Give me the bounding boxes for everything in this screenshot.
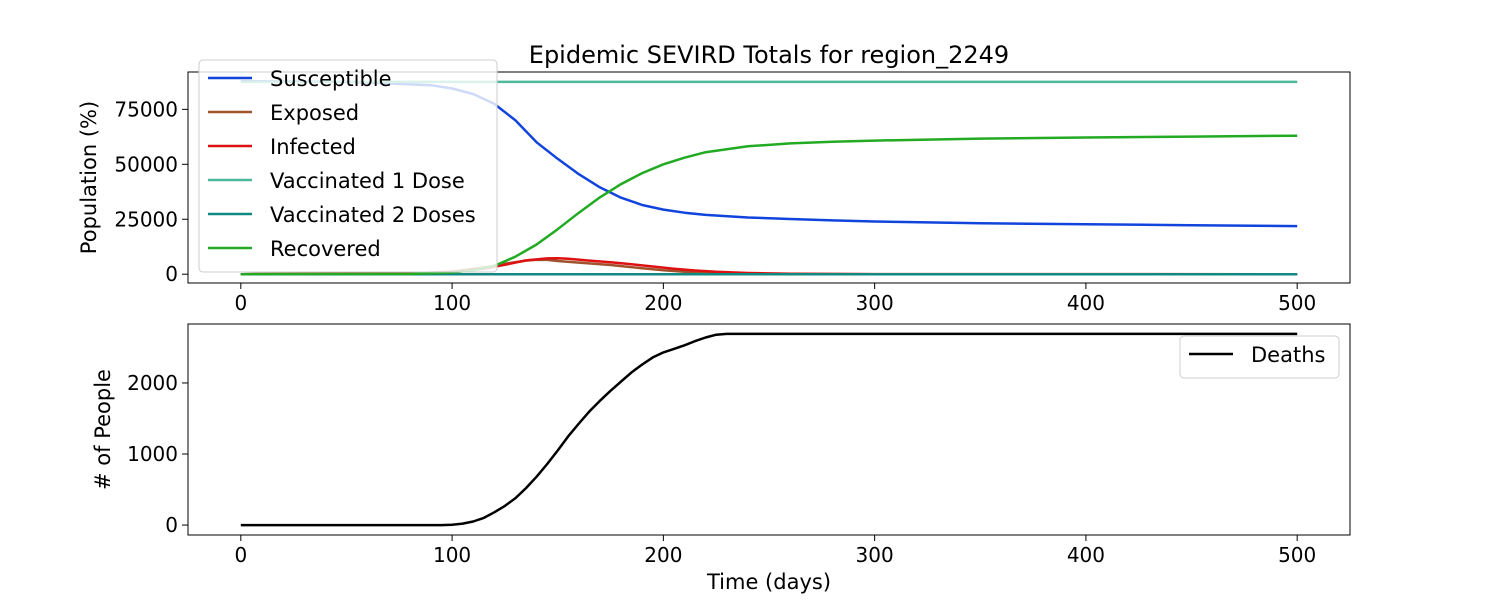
y-axis-label: # of People (91, 369, 115, 490)
x-tick-label: 200 (644, 543, 682, 567)
x-tick-label: 100 (433, 291, 471, 315)
legend-item: Exposed (208, 101, 359, 125)
x-tick-label: 300 (856, 543, 894, 567)
legend-item: Vaccinated 2 Doses (208, 203, 476, 227)
legend-item: Susceptible (208, 67, 392, 91)
y-tick-label: 25000 (114, 207, 178, 231)
y-tick-label: 75000 (114, 97, 178, 121)
y-tick-label: 2000 (127, 371, 178, 395)
x-tick-label: 0 (234, 543, 247, 567)
legend-label: Exposed (270, 101, 359, 125)
y-tick-label: 50000 (114, 152, 178, 176)
x-axis-label: Time (days) (706, 570, 831, 594)
y-axis-label: Population (%) (77, 101, 101, 254)
legend: Deaths (1179, 335, 1340, 379)
legend-label: Infected (270, 135, 356, 159)
legend: Susceptible Exposed Infected Vaccinated 1 D… (198, 59, 498, 273)
legend-label: Vaccinated 2 Doses (270, 203, 476, 227)
bottom-axes: 0 100 200 300 400 500 0 1000 2000 # of People Time… (91, 323, 1351, 594)
top-axes: 0 100 200 300 400 500 0 25000 50000 75000 Populati… (77, 59, 1351, 315)
x-tick-label: 0 (234, 291, 247, 315)
axes-frame (187, 71, 1351, 284)
y-tick-label: 1000 (127, 442, 178, 466)
x-tick-label: 400 (1067, 543, 1105, 567)
legend-box (198, 59, 498, 273)
legend-label: Recovered (270, 237, 381, 261)
y-tick-label: 0 (165, 262, 178, 286)
legend-item: Deaths (1189, 343, 1325, 367)
x-tick-label: 100 (433, 543, 471, 567)
legend-label: Deaths (1251, 343, 1325, 367)
legend-label: Vaccinated 1 Dose (270, 169, 465, 193)
legend-item: Recovered (208, 237, 381, 261)
x-tick-label: 300 (856, 291, 894, 315)
x-tick-label: 200 (644, 291, 682, 315)
legend-box (1179, 335, 1340, 379)
series-line-deaths (240, 332, 1298, 527)
legend-item: Infected (208, 135, 356, 159)
legend-label: Susceptible (270, 67, 392, 91)
y-tick-label: 0 (165, 513, 178, 537)
x-tick-label: 500 (1278, 291, 1316, 315)
legend-item: Vaccinated 1 Dose (208, 169, 465, 193)
chart-title: Epidemic SEVIRD Totals for region_2249 (529, 41, 1009, 69)
x-tick-label: 500 (1278, 543, 1316, 567)
x-tick-label: 400 (1067, 291, 1105, 315)
axes-frame (187, 323, 1351, 536)
